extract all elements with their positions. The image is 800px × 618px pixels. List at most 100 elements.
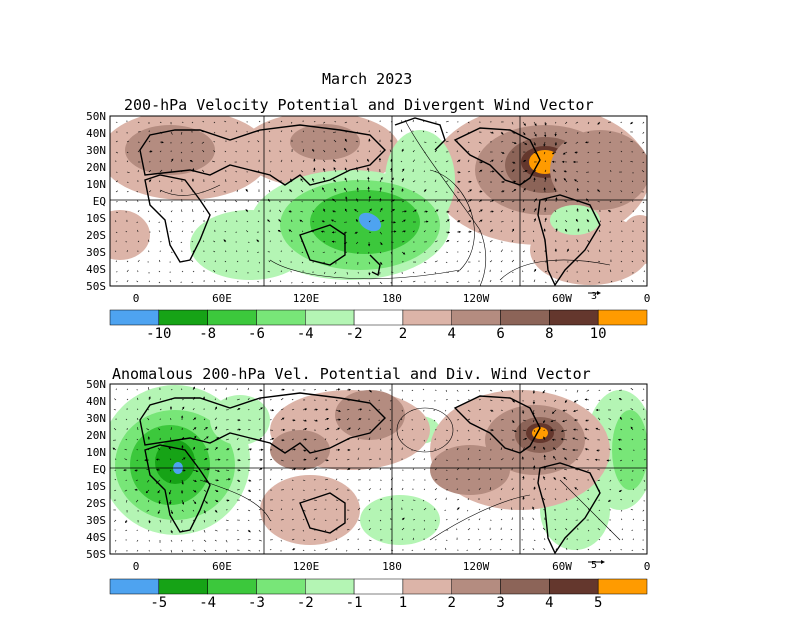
wind-vector: [245, 180, 249, 183]
wind-vector: [136, 397, 139, 401]
wind-vector: [312, 281, 315, 284]
panel1-colorbar-swatch: [158, 309, 208, 326]
panel1-colorbar-label: -2: [345, 326, 363, 342]
wind-vector: [573, 428, 579, 431]
panel1-colorbar-swatch: [451, 309, 501, 326]
wind-vector: [126, 388, 129, 391]
wind-vector: [401, 120, 403, 123]
wind-vector: [621, 538, 624, 541]
wind-vector: [542, 497, 546, 501]
wind-vector: [597, 201, 601, 203]
wind-vector: [584, 428, 590, 431]
wind-vector: [608, 151, 612, 153]
wind-vector: [324, 427, 330, 431]
wind-vector: [522, 121, 526, 126]
wind-vector: [368, 429, 371, 431]
wind-vector: [511, 169, 515, 173]
panel1-contours: [159, 119, 611, 286]
panel1-lat-label: 20N: [86, 161, 106, 174]
wind-vector: [334, 188, 337, 193]
wind-vector: [115, 231, 118, 234]
wind-vector: [467, 539, 470, 541]
wind-vector: [554, 131, 557, 137]
wind-vector: [562, 448, 568, 451]
wind-vector: [280, 397, 284, 401]
wind-vector: [543, 419, 546, 424]
wind-vector: [236, 398, 240, 401]
wind-vector: [618, 489, 623, 493]
wind-vector: [313, 538, 316, 541]
wind-vector: [477, 528, 480, 531]
wind-vector: [456, 140, 458, 143]
panel1-lon-label: 180: [382, 292, 402, 305]
wind-vector: [456, 210, 459, 213]
wind-vector: [543, 141, 546, 147]
wind-vector: [500, 249, 503, 253]
wind-vector: [137, 259, 140, 263]
wind-vector: [235, 180, 238, 183]
wind-vector: [332, 179, 337, 183]
wind-vector: [346, 418, 350, 421]
panel2-colorbar-swatch: [500, 578, 550, 595]
wind-vector: [320, 230, 326, 233]
wind-vector: [423, 548, 426, 551]
wind-vector: [587, 249, 590, 253]
panel1-lat-label: 30S: [86, 246, 106, 259]
wind-vector: [620, 250, 623, 253]
wind-vector: [335, 548, 338, 551]
wind-vector: [423, 528, 425, 531]
wind-vector: [191, 240, 194, 243]
wind-vector: [511, 200, 515, 203]
wind-vector: [390, 208, 395, 213]
wind-vector: [344, 138, 348, 143]
wind-vector: [302, 408, 308, 411]
wind-vector: [324, 438, 327, 441]
panel1-colorbar-swatch: [305, 309, 355, 326]
panel1-colorbar-label: 2: [398, 326, 408, 342]
wind-vector: [522, 187, 526, 193]
wind-vector: [203, 240, 205, 243]
wind-vector: [511, 141, 517, 145]
wind-vector: [631, 459, 634, 462]
wind-vector: [630, 509, 634, 511]
wind-vector: [467, 447, 470, 451]
wind-vector: [159, 398, 162, 401]
wind-vector: [522, 230, 526, 233]
wind-vector: [575, 141, 579, 144]
wind-vector: [202, 210, 205, 213]
wind-vector: [609, 529, 612, 531]
wind-vector: [500, 538, 503, 541]
wind-vector: [159, 131, 163, 134]
wind-vector: [136, 449, 139, 451]
wind-vector: [445, 261, 448, 264]
wind-vector: [159, 141, 164, 144]
wind-vector: [379, 448, 381, 451]
wind-vector: [597, 189, 601, 193]
wind-vector: [423, 120, 425, 123]
wind-vector: [467, 141, 470, 143]
wind-vector: [302, 130, 305, 133]
wind-vector: [357, 281, 360, 285]
wind-vector: [575, 458, 579, 461]
wind-vector: [401, 140, 404, 143]
wind-vector: [115, 151, 119, 154]
wind-vector: [180, 170, 183, 173]
wind-vector: [335, 478, 338, 481]
wind-vector: [544, 176, 547, 183]
wind-vector: [543, 476, 546, 481]
wind-vector: [533, 121, 537, 127]
wind-vector: [324, 519, 327, 521]
wind-vector: [500, 270, 502, 273]
wind-vector: [368, 459, 372, 461]
wind-vector: [192, 417, 197, 421]
wind-vector: [300, 240, 304, 243]
panel2-colorbar-label: -5: [150, 595, 168, 611]
wind-vector: [412, 280, 416, 283]
wind-vector: [584, 448, 590, 451]
wind-vector: [553, 477, 557, 481]
wind-vector: [533, 268, 537, 273]
wind-vector: [368, 195, 371, 203]
wind-vector: [299, 219, 304, 223]
wind-vector: [354, 231, 359, 234]
panel2-vector-field: [112, 386, 646, 553]
